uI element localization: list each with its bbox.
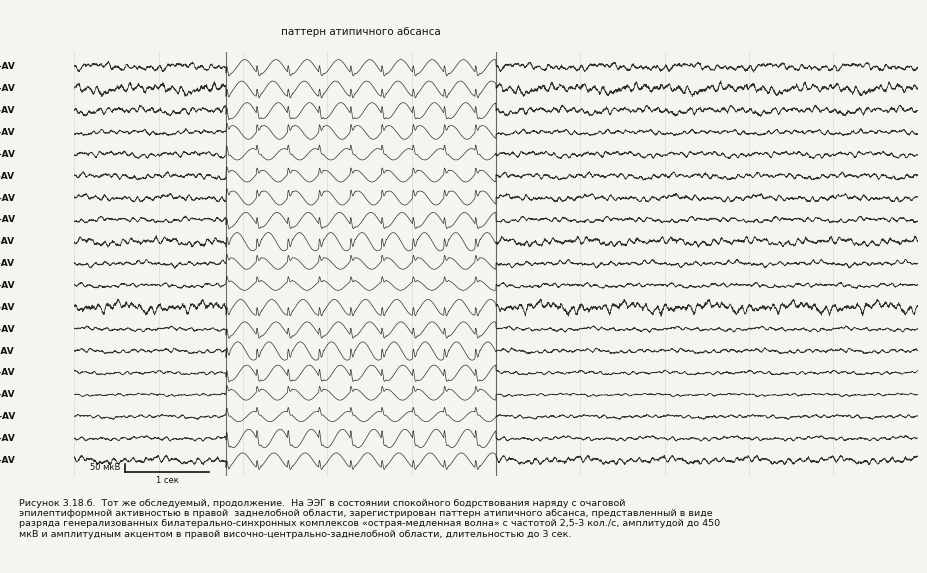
Text: F4-AV: F4-AV bbox=[0, 128, 15, 137]
Text: O1-AV: O1-AV bbox=[0, 237, 15, 246]
Text: T6-AV: T6-AV bbox=[0, 390, 15, 399]
Text: паттерн атипичного абсанса: паттерн атипичного абсанса bbox=[281, 28, 441, 37]
Text: O2-AV: O2-AV bbox=[0, 259, 15, 268]
Text: F3-AV: F3-AV bbox=[0, 106, 15, 115]
Text: Cz-AV: Cz-AV bbox=[0, 434, 15, 443]
Text: C4-AV: C4-AV bbox=[0, 172, 15, 180]
Text: 50 мкВ: 50 мкВ bbox=[90, 464, 121, 473]
Text: P4-AV: P4-AV bbox=[0, 215, 15, 225]
Text: Fp2-AV: Fp2-AV bbox=[0, 84, 15, 93]
Text: Fz-AV: Fz-AV bbox=[0, 412, 15, 421]
Text: T5-AV: T5-AV bbox=[0, 368, 15, 378]
Text: C3-AV: C3-AV bbox=[0, 150, 15, 159]
Text: T4-AV: T4-AV bbox=[0, 347, 15, 355]
Text: Pz-AV: Pz-AV bbox=[0, 456, 15, 465]
Text: T3-AV: T3-AV bbox=[0, 325, 15, 333]
Text: F8-AV: F8-AV bbox=[0, 303, 15, 312]
Text: F7-AV: F7-AV bbox=[0, 281, 15, 290]
Text: Fp1-AV: Fp1-AV bbox=[0, 62, 15, 72]
Text: P3-AV: P3-AV bbox=[0, 194, 15, 202]
Text: 1 сек: 1 сек bbox=[156, 476, 178, 485]
Text: Рисунок 3.18.б.  Тот же обследуемый, продолжение.  На ЭЭГ в состоянии спокойного: Рисунок 3.18.б. Тот же обследуемый, прод… bbox=[19, 499, 719, 539]
